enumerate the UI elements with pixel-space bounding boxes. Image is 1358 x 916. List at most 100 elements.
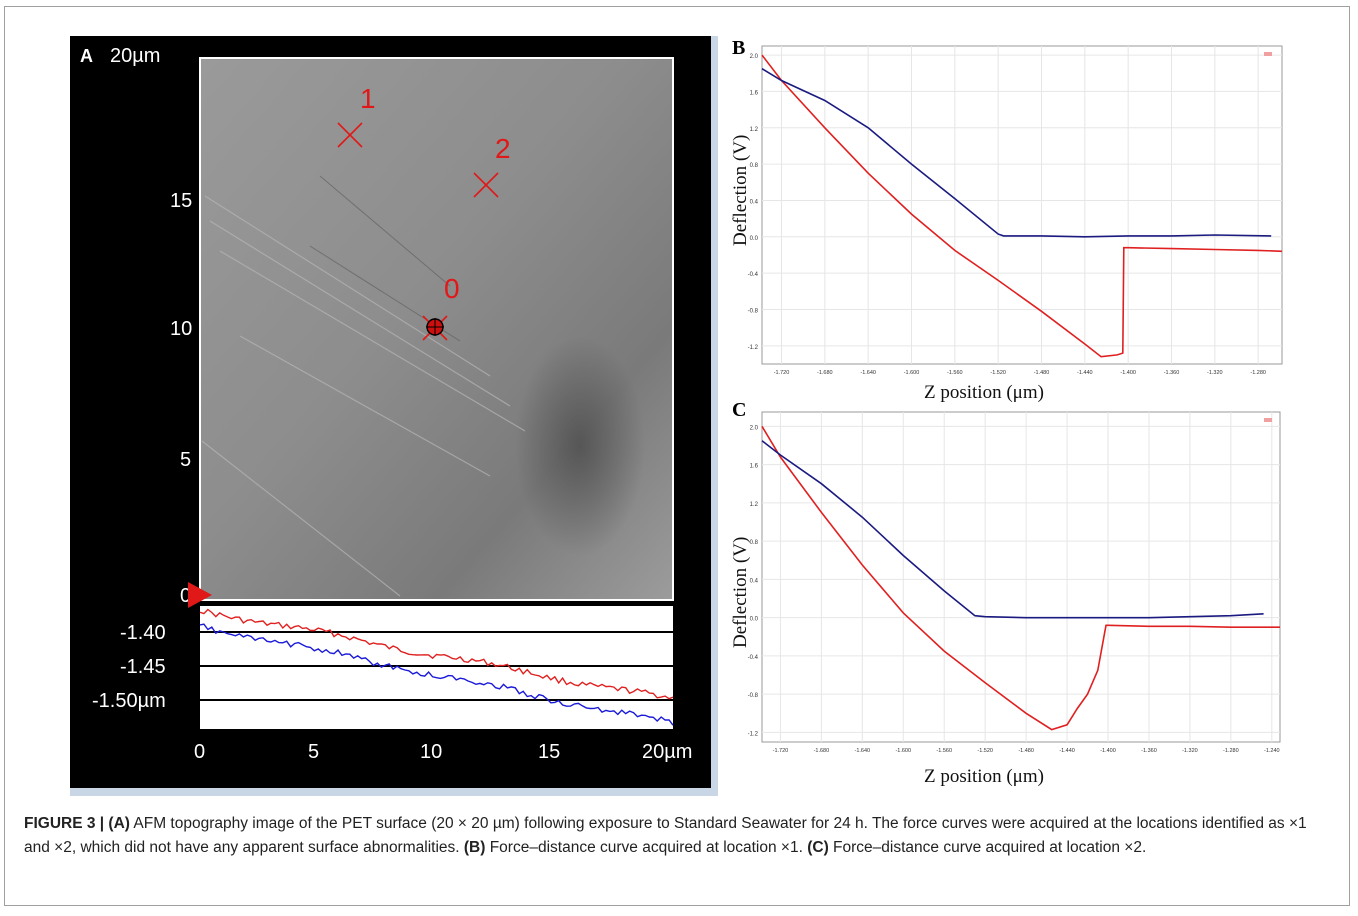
b-x-tick-label: -1.480 [1034,370,1050,376]
c-y-tick-label: 0.0 [750,617,759,623]
b-x-tick-label: -1.440 [1077,370,1093,376]
panel-a-afm-image: A 20µm 15 10 5 0 1 2 0 [70,36,718,796]
c-x-tick-label: -1.280 [1223,748,1239,754]
panel-a-y-tick-15: 15 [170,190,192,212]
b-x-tick-label: -1.560 [947,370,963,376]
afm-dark-region [515,336,645,556]
b-x-tick-label: -1.280 [1250,370,1266,376]
panel-c: C 2.0 1.6 1.2 0.8 0.4 0.0 -0.4 -0.8 -1.2 -1.720 -… [724,398,1344,798]
c-x-tick-label: -1.640 [855,748,871,754]
b-x-tick-label: -1.360 [1164,370,1180,376]
afm-scratch-lines [201,195,526,597]
c-x-tick-label: -1.560 [936,748,952,754]
panel-b-retract-curve [761,54,1283,358]
c-y-tick-label: -1.2 [748,731,759,737]
panel-b: B 2.0 1.6 1.2 0.8 0.4 0.0 -0.4 -0.8 -1.2 -1.720-… [724,30,1344,410]
profile-position-marker[interactable] [188,582,212,608]
marker-0[interactable]: 0 [422,273,460,341]
b-y-tick-label: -0.8 [748,308,759,314]
c-x-tick-label: -1.360 [1141,748,1157,754]
profile-blue-line [199,623,674,726]
profile-x-label-10: 10 [420,741,442,763]
caption-text-2: Force–distance curve acquired at locatio… [485,839,808,856]
profile-y-label-2: -1.45 [120,656,166,678]
c-x-tick-label: -1.480 [1018,748,1034,754]
profile-x-label-5: 5 [308,741,319,763]
c-x-tick-label: -1.240 [1264,748,1280,754]
c-y-tick-label: 1.6 [750,464,759,470]
caption-text-3: Force–distance curve acquired at locatio… [828,839,1147,856]
b-y-tick-label: 0.8 [750,163,759,169]
panel-c-svg: C 2.0 1.6 1.2 0.8 0.4 0.0 -0.4 -0.8 -1.2 -1.720 -… [730,399,1281,787]
profile-x-label-0: 0 [194,741,205,763]
panel-c-y-ticks: 2.0 1.6 1.2 0.8 0.4 0.0 -0.4 -0.8 -1.2 [748,425,759,737]
b-y-tick-label: 2.0 [750,54,759,60]
caption-figure-label: FIGURE 3 | (A) [24,815,130,832]
b-x-tick-label: -1.720 [774,370,790,376]
panel-a-y-top-label: 20µm [110,45,160,67]
b-y-tick-label: -0.4 [748,272,759,278]
profile-x-label-15: 15 [538,741,560,763]
b-x-tick-label: -1.520 [990,370,1006,376]
panel-c-x-ticks: -1.720 -1.680 -1.640 -1.600 -1.560 -1.520 -1.4… [773,748,1280,754]
panel-a-svg: A 20µm 15 10 5 0 1 2 0 [80,45,692,763]
c-x-tick-label: -1.320 [1182,748,1198,754]
panel-a-y-tick-0: 0 [180,585,191,607]
profile-x-label-20: 20µm [642,741,692,763]
c-x-tick-label: -1.400 [1100,748,1116,754]
profile-plot-area [200,606,673,729]
marker-1[interactable]: 1 [337,83,376,148]
marker-2-label: 2 [495,133,511,164]
caption-c-label: (C) [807,839,829,856]
b-x-tick-label: -1.320 [1207,370,1223,376]
panel-b-grid [762,46,1282,364]
profile-red-line [199,608,674,700]
panel-c-plot-area [761,411,1281,743]
caption-text-1: AFM topography image of the PET surface … [24,815,1307,856]
panel-a-y-tick-10: 10 [170,318,192,340]
b-y-tick-label: 0.4 [750,199,759,205]
panel-a-letter: A [80,46,93,66]
profile-y-label-3: -1.50µm [92,690,166,712]
marker-1-label: 1 [360,83,376,114]
b-y-tick-label: -1.2 [748,345,759,351]
b-y-tick-label: 1.6 [750,90,759,96]
panel-c-retract-curve [761,425,1280,731]
c-y-tick-label: -0.4 [748,655,759,661]
c-y-tick-label: 1.2 [750,502,759,508]
panel-c-ylabel: Deflection (V) [730,537,751,648]
c-y-tick-label: 0.8 [750,540,759,546]
caption-b-label: (B) [463,839,486,856]
panel-c-xlabel: Z position (μm) [924,766,1044,787]
b-x-tick-label: -1.400 [1120,370,1136,376]
c-y-tick-label: -0.8 [748,693,759,699]
c-x-tick-label: -1.680 [814,748,830,754]
panel-c-approach-curve [761,440,1264,619]
profile-y-label-1: -1.40 [120,622,166,644]
panel-b-xlabel: Z position (μm) [924,382,1044,403]
figure-caption: FIGURE 3 | (A) AFM topography image of t… [24,812,1334,860]
panel-b-plot-area [761,45,1283,365]
c-y-tick-label: 2.0 [750,425,759,431]
marker-0-label: 0 [444,273,460,304]
panel-b-ylabel: Deflection (V) [730,135,751,246]
b-y-tick-label: 0.0 [750,236,759,242]
panel-a-y-tick-5: 5 [180,449,191,471]
b-y-tick-label: 1.2 [750,127,759,133]
panel-c-legend-mark [1264,418,1272,422]
c-x-tick-label: -1.440 [1059,748,1075,754]
panel-b-approach-curve [761,68,1272,238]
b-x-tick-label: -1.600 [904,370,920,376]
panel-b-x-ticks: -1.720 -1.680 -1.640 -1.600 -1.560 -1.520 -1.4… [774,370,1266,376]
c-x-tick-label: -1.720 [773,748,789,754]
c-y-tick-label: 0.4 [750,578,759,584]
figure-frame [4,6,1350,906]
b-x-tick-label: -1.680 [817,370,833,376]
panel-b-letter: B [732,37,745,59]
c-x-tick-label: -1.600 [895,748,911,754]
b-x-tick-label: -1.640 [860,370,876,376]
marker-2[interactable]: 2 [473,133,511,198]
panel-b-y-ticks: 2.0 1.6 1.2 0.8 0.4 0.0 -0.4 -0.8 -1.2 [748,54,759,351]
panel-b-svg: B 2.01.61.20.80.40.0-0.4-0.8-1.2 -1.720-… [730,37,1283,403]
panel-c-letter: C [732,399,746,421]
